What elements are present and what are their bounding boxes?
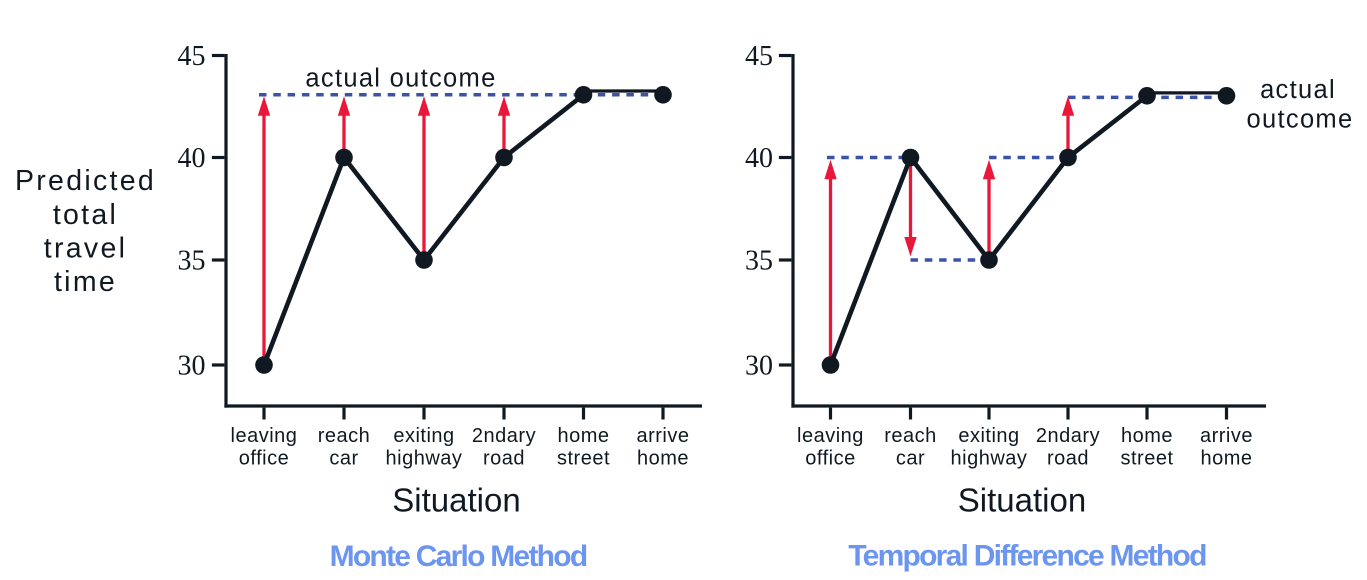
svg-text:40: 40 [178,143,206,174]
svg-text:total: total [53,199,118,231]
svg-text:Monte Carlo Method: Monte Carlo Method [330,540,587,573]
svg-text:45: 45 [178,41,206,72]
svg-text:actual outcome: actual outcome [305,65,496,93]
svg-text:40: 40 [745,143,773,174]
svg-text:Situation: Situation [958,482,1086,519]
svg-text:exiting: exiting [958,425,1019,447]
svg-text:Situation: Situation [392,482,520,519]
svg-text:home: home [1200,448,1252,470]
svg-text:2ndary: 2ndary [472,425,536,447]
svg-text:reach: reach [884,425,937,447]
svg-text:office: office [239,448,289,470]
svg-text:home: home [1121,425,1173,447]
svg-text:arrive: arrive [1200,425,1253,447]
svg-text:2ndary: 2ndary [1036,425,1100,447]
svg-text:street: street [1120,448,1173,470]
svg-text:actual: actual [1260,76,1336,104]
svg-text:time: time [54,266,117,298]
svg-text:road: road [483,448,525,470]
svg-text:home: home [637,448,689,470]
svg-text:30: 30 [178,350,206,381]
svg-text:highway: highway [386,448,463,470]
svg-text:leaving: leaving [231,425,298,447]
svg-text:Predicted: Predicted [15,165,156,197]
svg-text:30: 30 [745,350,773,381]
svg-text:35: 35 [178,245,206,276]
svg-text:35: 35 [745,245,773,276]
svg-text:Temporal Difference Method: Temporal Difference Method [848,540,1206,573]
svg-text:office: office [805,448,855,470]
svg-text:outcome: outcome [1247,106,1354,134]
svg-text:arrive: arrive [636,425,689,447]
svg-text:highway: highway [951,448,1028,470]
svg-text:reach: reach [318,425,371,447]
svg-text:travel: travel [44,233,128,265]
svg-text:exiting: exiting [393,425,454,447]
svg-text:45: 45 [745,41,773,72]
svg-text:home: home [557,425,609,447]
svg-text:car: car [329,448,358,470]
svg-text:road: road [1047,448,1089,470]
svg-text:car: car [896,448,925,470]
svg-text:leaving: leaving [797,425,864,447]
svg-text:street: street [557,448,610,470]
